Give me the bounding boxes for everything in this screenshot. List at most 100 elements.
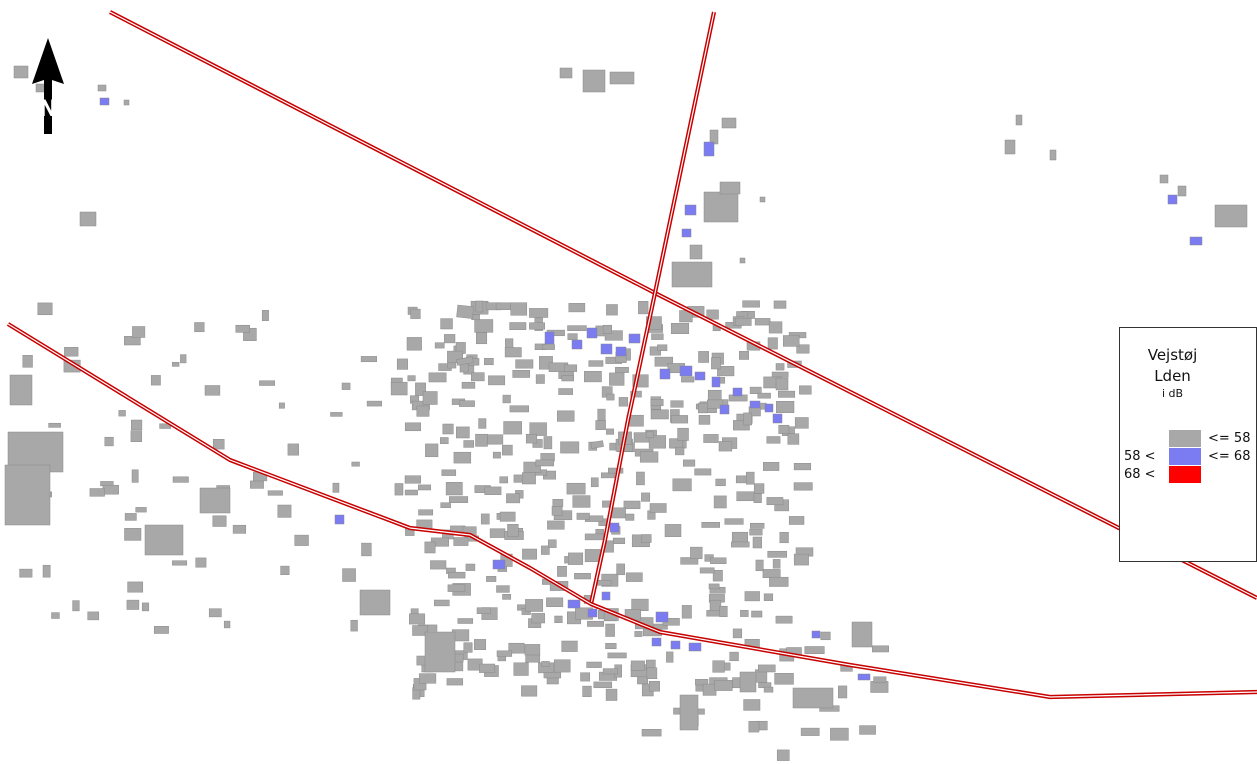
building xyxy=(618,397,629,407)
building xyxy=(489,528,506,538)
building xyxy=(690,546,703,560)
building xyxy=(582,69,606,93)
building xyxy=(463,642,473,653)
legend-title: Vejstøj xyxy=(1147,346,1198,364)
building xyxy=(724,518,744,525)
building xyxy=(638,301,649,315)
building xyxy=(208,608,222,618)
building xyxy=(639,451,659,463)
building xyxy=(404,422,421,432)
building xyxy=(838,685,848,699)
building xyxy=(1167,194,1178,205)
north-arrow-icon: N xyxy=(32,38,64,134)
building xyxy=(127,581,144,593)
building xyxy=(434,599,450,607)
building xyxy=(771,371,789,378)
building xyxy=(606,428,614,435)
building xyxy=(195,557,207,568)
building xyxy=(645,431,654,439)
building xyxy=(757,392,771,399)
building xyxy=(749,386,762,394)
building xyxy=(706,309,719,320)
building xyxy=(131,419,143,431)
building xyxy=(512,370,531,378)
building xyxy=(406,337,422,351)
building xyxy=(278,402,285,409)
building xyxy=(694,371,706,381)
building xyxy=(232,524,247,534)
building xyxy=(503,421,522,435)
building xyxy=(350,619,358,632)
building xyxy=(418,509,434,516)
building xyxy=(487,434,504,445)
building xyxy=(280,565,290,575)
building xyxy=(870,681,889,693)
building xyxy=(775,363,785,371)
building xyxy=(811,630,821,639)
building xyxy=(123,99,130,106)
building xyxy=(1214,204,1248,228)
building xyxy=(212,515,227,527)
building xyxy=(628,333,641,344)
building xyxy=(442,423,454,435)
building xyxy=(664,524,682,537)
building xyxy=(601,472,616,479)
building xyxy=(605,688,618,701)
building xyxy=(586,327,598,339)
building xyxy=(342,568,356,582)
building xyxy=(510,302,528,316)
building xyxy=(412,625,428,636)
building xyxy=(515,359,534,369)
building xyxy=(732,387,743,397)
building xyxy=(1004,139,1016,155)
building xyxy=(654,356,674,367)
building xyxy=(1049,149,1057,161)
building xyxy=(566,482,586,495)
building xyxy=(172,476,189,483)
building xyxy=(447,584,466,592)
building xyxy=(670,640,681,650)
building xyxy=(571,339,583,350)
building xyxy=(42,564,51,578)
building xyxy=(415,382,426,396)
building xyxy=(703,191,739,223)
building xyxy=(702,683,717,696)
building xyxy=(153,626,169,634)
building xyxy=(743,412,753,426)
building xyxy=(572,495,591,508)
building xyxy=(440,502,451,508)
building xyxy=(506,493,521,504)
building xyxy=(698,415,711,425)
building xyxy=(410,308,421,319)
building xyxy=(587,620,604,627)
building xyxy=(564,364,578,372)
building xyxy=(763,462,780,471)
building xyxy=(787,433,800,445)
building xyxy=(492,559,506,570)
building xyxy=(547,520,565,530)
building xyxy=(486,576,497,582)
building xyxy=(444,334,456,344)
building xyxy=(794,417,809,429)
building xyxy=(366,400,382,407)
building xyxy=(767,550,787,558)
building xyxy=(754,318,771,326)
building xyxy=(651,333,664,340)
building xyxy=(631,598,649,611)
building xyxy=(418,484,431,491)
legend: Vejstøj Lden i dB <= 58 58 < <= 68 68 < xyxy=(1119,327,1257,562)
building xyxy=(793,553,809,566)
building xyxy=(204,385,221,396)
building xyxy=(277,504,292,518)
building xyxy=(646,667,658,679)
building xyxy=(502,394,511,404)
building xyxy=(576,512,590,520)
building xyxy=(524,644,541,656)
building xyxy=(287,443,299,456)
building xyxy=(407,375,416,382)
building xyxy=(568,303,586,313)
building xyxy=(650,409,669,420)
building xyxy=(772,413,783,424)
building xyxy=(124,528,142,541)
